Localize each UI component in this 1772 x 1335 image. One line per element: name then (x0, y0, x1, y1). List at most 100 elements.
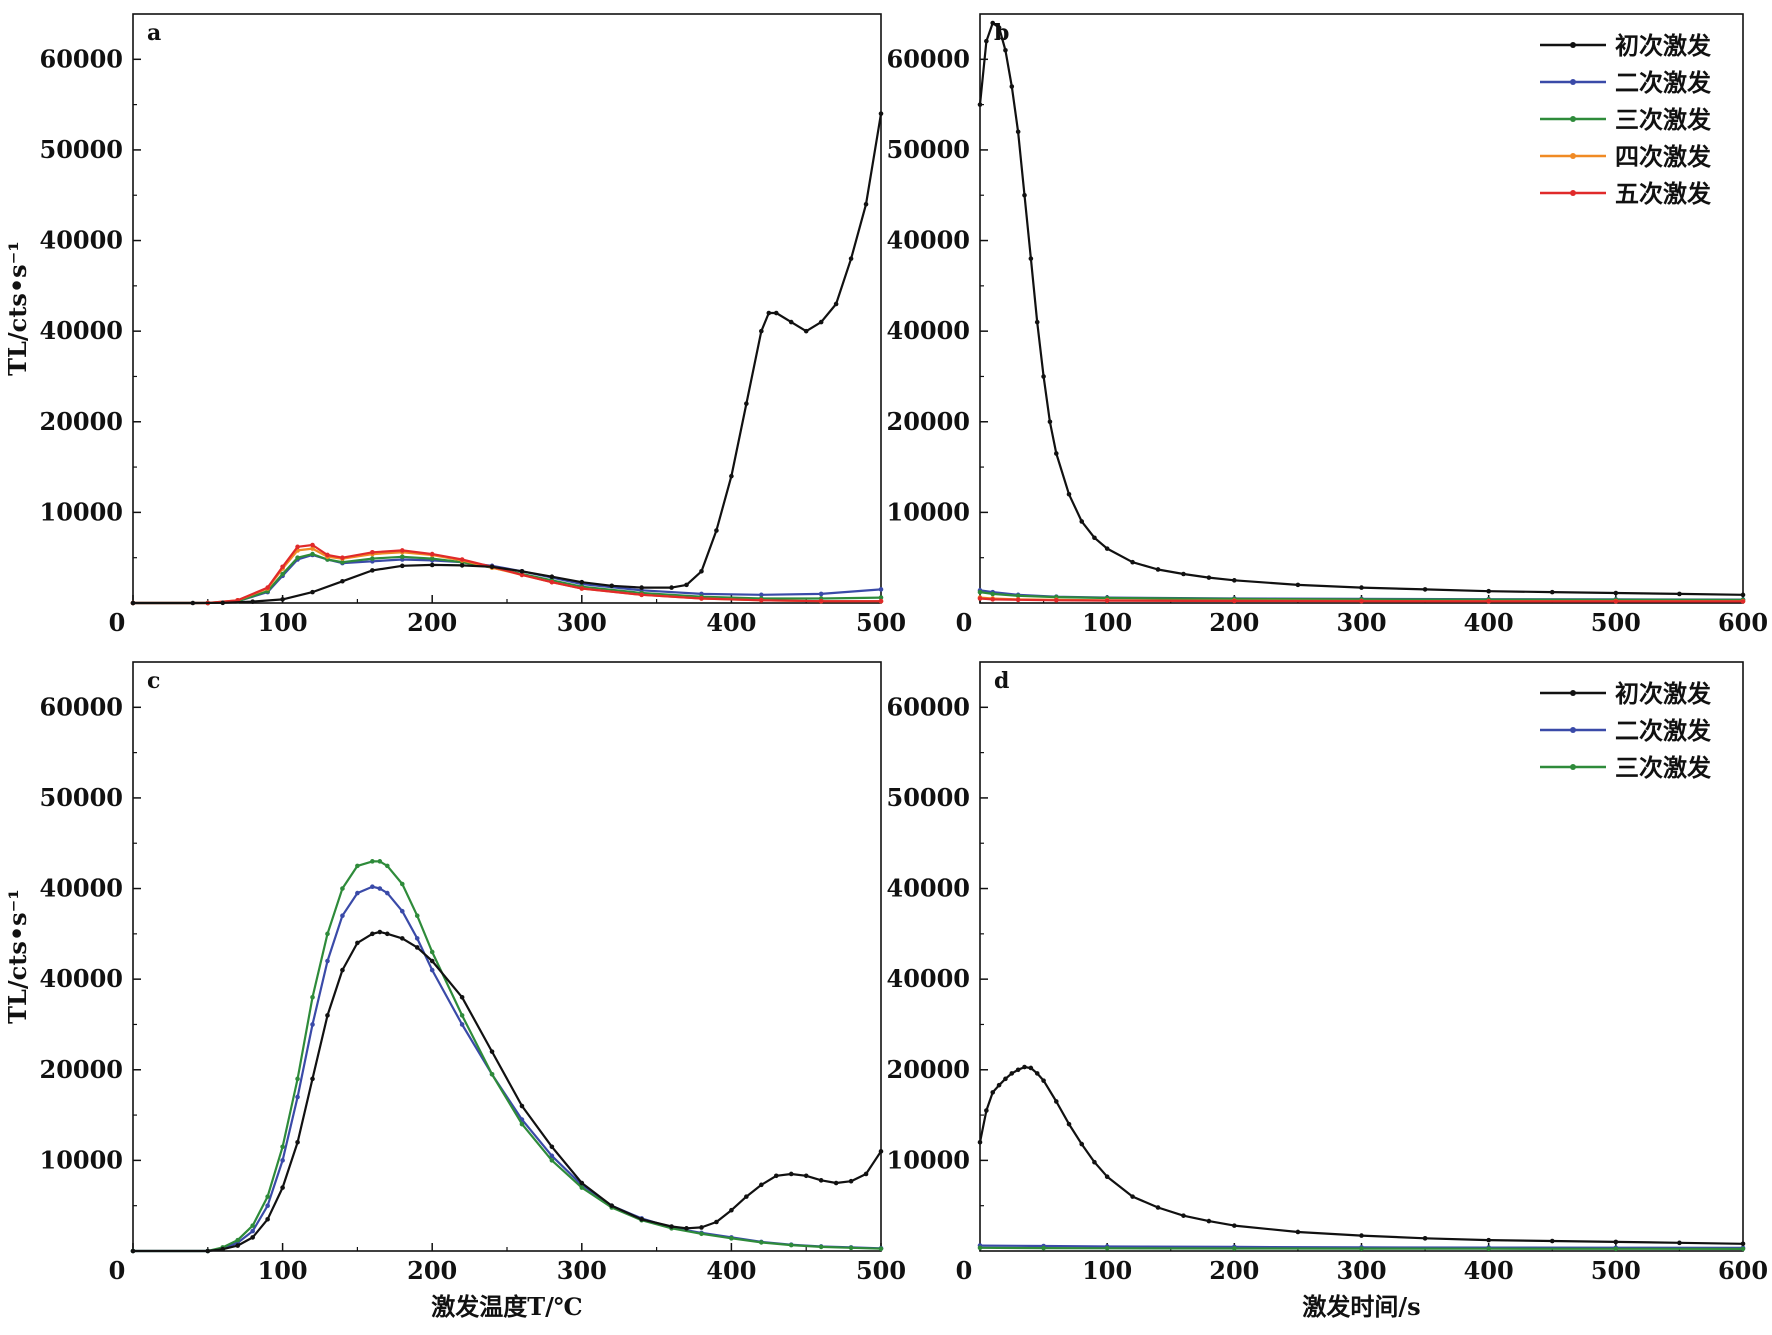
data-point (1028, 1065, 1034, 1071)
legend-marker (1570, 727, 1576, 733)
plot-frame (979, 13, 1744, 604)
data-point (340, 578, 345, 584)
data-point (773, 1173, 779, 1179)
data-point (878, 598, 884, 604)
data-point (414, 936, 420, 941)
data-point (833, 301, 839, 307)
data-point (340, 886, 345, 891)
data-point (220, 600, 226, 606)
x-tick-label: 100 (258, 608, 308, 637)
legend-marker (1570, 764, 1576, 770)
data-point (1066, 491, 1072, 497)
data-point (205, 1248, 211, 1254)
series-line-4 (979, 597, 1743, 603)
data-point (684, 582, 689, 588)
data-point (1740, 1246, 1746, 1252)
data-point (489, 1072, 495, 1077)
series-line-0 (133, 930, 882, 1253)
data-point (1740, 592, 1746, 598)
data-point (377, 929, 383, 935)
data-point (325, 1013, 330, 1018)
x-tick-label: 500 (856, 608, 906, 637)
data-point (579, 1180, 585, 1186)
data-point (759, 597, 764, 603)
series-line-2 (133, 860, 882, 1253)
data-point (1041, 1245, 1046, 1251)
data-point (1041, 1078, 1046, 1083)
series-line-1 (979, 1244, 1744, 1249)
data-point (1359, 1246, 1364, 1251)
data-point (399, 563, 405, 569)
panel-d: 0 100 200 300 400 500 600 10000 20000 40000 40000 5… (887, 661, 1768, 1321)
x-tick-label: 200 (1209, 1256, 1259, 1285)
x-tick-label: 0 (109, 608, 126, 637)
data-point (1054, 451, 1059, 456)
y-tick-label: 60000 (887, 44, 971, 73)
data-point (996, 25, 1002, 30)
y-tick-label: 50000 (40, 783, 124, 812)
y-axis-title: TL/cts•s⁻¹ (3, 241, 32, 376)
data-point (984, 38, 989, 44)
data-point (377, 859, 383, 864)
data-point (130, 1248, 136, 1254)
series-line-1 (133, 553, 882, 605)
data-point (1003, 47, 1008, 53)
y-tick-label: 40000 (40, 226, 124, 255)
y-tick-label: 40000 (887, 316, 971, 345)
data-point (1003, 1076, 1008, 1082)
data-point (250, 599, 255, 604)
data-point (996, 1082, 1002, 1088)
data-point (130, 600, 136, 606)
data-point (250, 1223, 255, 1228)
data-point (990, 591, 996, 597)
data-point (1054, 1099, 1059, 1104)
data-point (1677, 1240, 1682, 1246)
x-tick-label: 100 (258, 1256, 308, 1285)
data-point (355, 890, 360, 896)
data-point (340, 559, 345, 565)
legend-marker (1570, 79, 1576, 85)
data-point (1079, 1141, 1085, 1147)
data-point (818, 1178, 824, 1183)
data-point (459, 1022, 465, 1027)
y-tick-label: 40000 (887, 964, 971, 993)
y-tick-label: 50000 (887, 135, 971, 164)
data-point (399, 554, 405, 560)
plot-frame (132, 661, 882, 1252)
data-point (977, 1245, 983, 1251)
legend-marker (1570, 42, 1576, 48)
y-tick-label: 50000 (887, 783, 971, 812)
data-point (1549, 1238, 1555, 1244)
data-point (1232, 1223, 1237, 1228)
data-point (235, 1237, 241, 1243)
x-tick-label: 300 (1336, 608, 1386, 637)
data-point (1034, 1071, 1040, 1076)
data-point (280, 1158, 285, 1163)
data-point (190, 600, 196, 606)
data-point (414, 913, 420, 919)
data-point (429, 562, 435, 568)
legend-label: 三次激发 (1615, 105, 1711, 134)
data-point (990, 1090, 996, 1095)
data-point (429, 958, 435, 964)
data-point (818, 591, 824, 597)
x-tick-label: 400 (1464, 1256, 1514, 1285)
data-point (519, 1121, 525, 1127)
data-point (519, 1103, 525, 1109)
data-point (1549, 589, 1555, 595)
data-point (1104, 598, 1110, 603)
data-point (759, 328, 764, 334)
panel-c: 0 100 200 300 400 500 10000 20000 40000 40000 5000… (3, 661, 906, 1321)
data-point (399, 908, 405, 914)
data-point (818, 1244, 824, 1250)
data-point (990, 20, 996, 26)
data-point (977, 1139, 983, 1145)
data-point (265, 585, 270, 590)
x-tick-label: 500 (1591, 608, 1641, 637)
panel-letter: a (147, 20, 161, 46)
data-point (639, 1216, 644, 1222)
x-tick-label: 0 (956, 608, 973, 637)
data-point (295, 555, 300, 560)
data-point (1104, 1245, 1110, 1251)
